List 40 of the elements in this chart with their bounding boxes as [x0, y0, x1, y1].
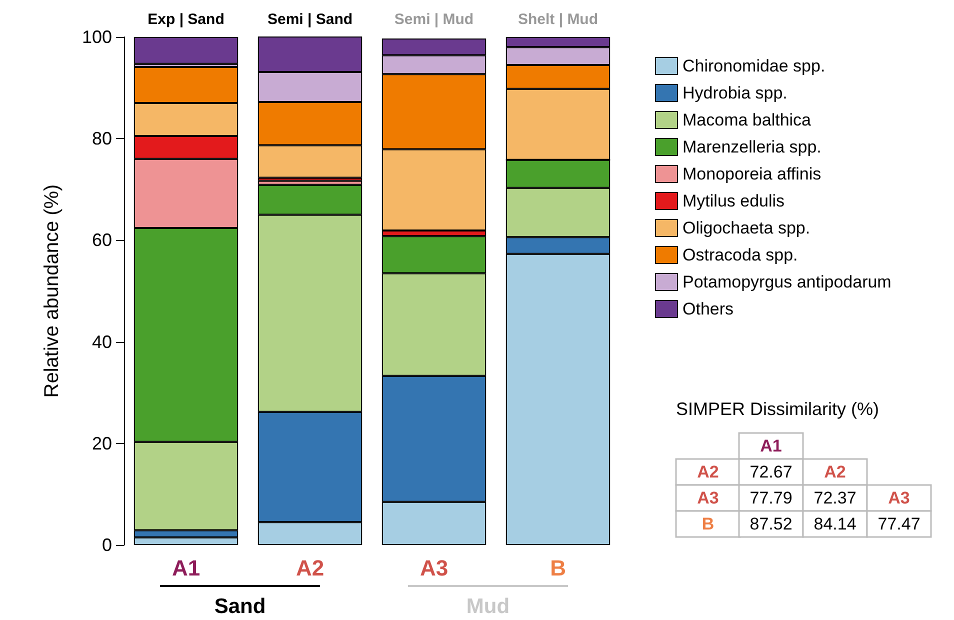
text: 77.79: [750, 488, 792, 508]
text: 72.67: [750, 462, 792, 482]
y-tick-label: 100: [82, 27, 112, 47]
text: A2: [824, 462, 846, 482]
text: 72.37: [814, 488, 856, 508]
legend-label: Monoporeia affinis: [682, 164, 822, 184]
x-tick-label: B: [550, 556, 566, 580]
y-axis-title: Relative abundance (%): [41, 184, 63, 398]
x-tick-label: A2: [296, 556, 324, 580]
y-tick-label: 60: [92, 230, 112, 250]
text: B: [702, 514, 714, 534]
legend-label: Ostracoda spp.: [682, 246, 798, 264]
legend-label: Hydrobia spp.: [682, 84, 788, 102]
text: Shelt | Mud: [518, 11, 598, 28]
legend-label: Others: [682, 300, 734, 318]
y-tick-label: 0: [102, 535, 112, 555]
legend-label: Mytilus edulis: [682, 192, 785, 210]
text: Semi | Mud: [394, 11, 474, 28]
x-tick-label: A3: [420, 556, 448, 580]
text: A3: [888, 488, 910, 508]
text: Sand: [214, 595, 266, 618]
y-tick-label: 20: [92, 433, 112, 454]
text: A3: [697, 488, 719, 508]
text: 77.47: [878, 514, 920, 534]
legend-label: Macoma balthica: [682, 110, 812, 130]
text: 87.52: [750, 514, 792, 534]
legend-label: Chironomidae spp.: [682, 56, 826, 76]
text: Semi | Sand: [267, 11, 353, 28]
text: 84.14: [814, 514, 856, 534]
legend-label: Potamopyrgus antipodarum: [682, 272, 892, 292]
text: Exp | Sand: [148, 11, 224, 28]
y-tick-label: 80: [92, 128, 112, 149]
legend-label: Marenzelleria spp.: [682, 138, 822, 156]
y-tick-label: 40: [92, 332, 112, 352]
bar: [134, 37, 238, 64]
text: A1: [760, 436, 782, 456]
text: SIMPER Dissimilarity (%): [676, 399, 880, 419]
text: A2: [697, 462, 719, 482]
legend-label: Oligochaeta spp.: [682, 218, 810, 238]
x-tick-label: A1: [172, 556, 200, 580]
